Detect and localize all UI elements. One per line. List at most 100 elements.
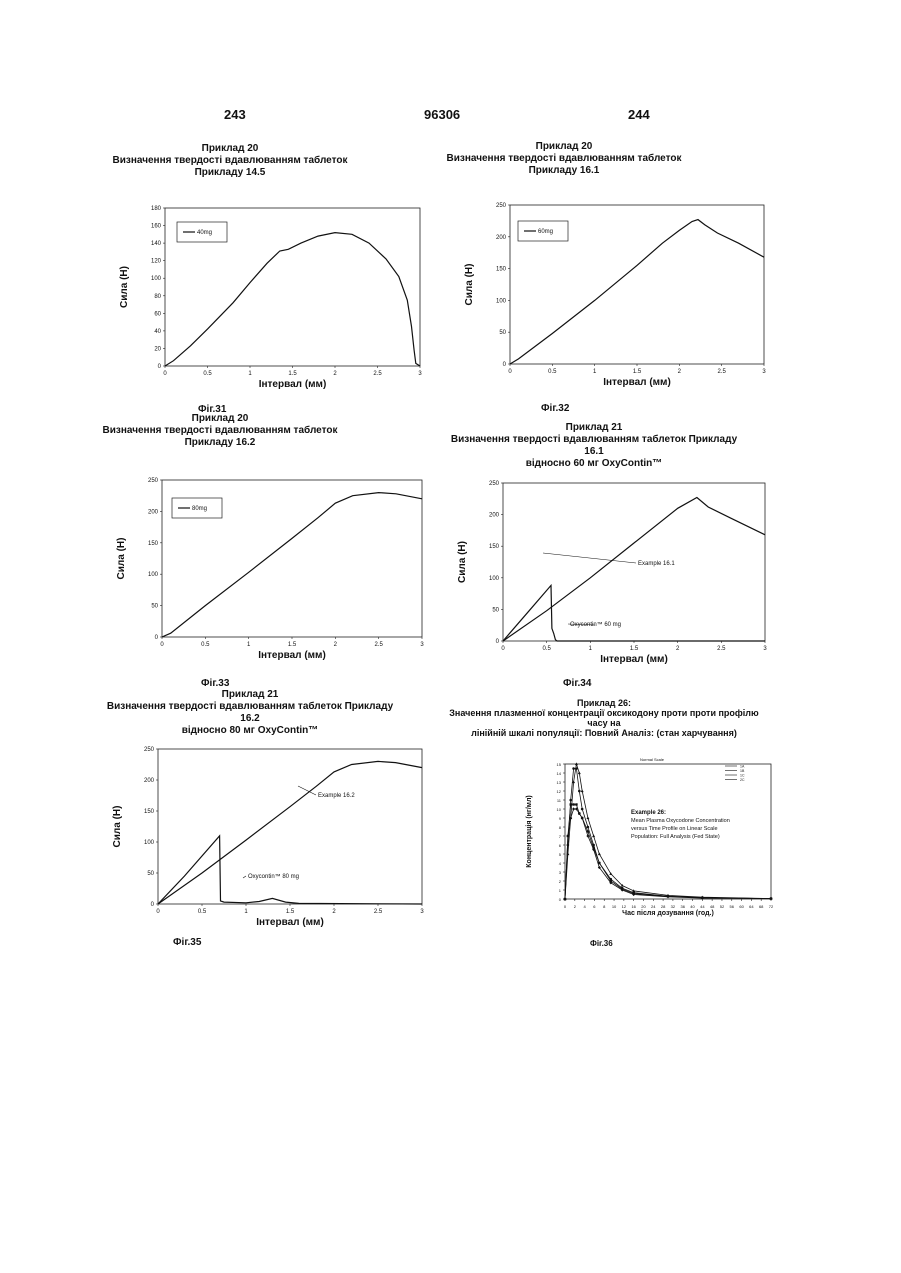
x-tick-label: 0 (501, 646, 505, 652)
y-tick-label: 250 (144, 747, 155, 753)
y-tick-label: 100 (151, 276, 162, 282)
y-tick-label: 0 (559, 897, 562, 902)
y-tick-label: 150 (489, 544, 500, 550)
y-tick-label: 13 (557, 780, 562, 785)
annotation-text: versus Time Profile on Linear Scale (631, 826, 718, 832)
y-tick-label: 20 (154, 346, 161, 352)
x-tick-label: 1 (247, 642, 251, 648)
x-tick-label: 2.5 (374, 642, 383, 648)
x-tick-label: 1 (593, 369, 597, 375)
data-point (581, 808, 584, 811)
y-tick-label: 150 (144, 809, 155, 815)
y-tick-label: 3 (559, 870, 562, 875)
chart-fig32: 00.511.522.53050100150200250Інтервал (мм… (455, 198, 775, 398)
y-tick-label: 1 (559, 888, 562, 893)
x-tick-label: 4 (584, 904, 587, 909)
right-page-number: 244 (628, 107, 650, 122)
y-axis-label: Сила (Н) (116, 538, 127, 580)
x-tick-label: 2.5 (717, 369, 726, 375)
x-tick-label: 3 (762, 369, 766, 375)
fig35-label: Фіг.35 (173, 937, 201, 948)
series-line-1 (165, 233, 420, 366)
y-tick-label: 60 (154, 311, 161, 317)
x-tick-label: 2 (333, 371, 337, 377)
data-point (586, 816, 589, 819)
plot-frame (503, 483, 765, 641)
x-tick-label: 1 (248, 371, 252, 377)
y-axis-label: Сила (Н) (464, 264, 475, 306)
y-tick-label: 50 (499, 330, 506, 336)
x-axis-label: Інтервал (мм) (600, 654, 668, 665)
x-tick-label: 20 (641, 904, 646, 909)
y-tick-label: 5 (559, 852, 562, 857)
y-tick-label: 160 (151, 224, 162, 230)
y-tick-label: 2 (559, 879, 562, 884)
x-tick-label: 8 (603, 904, 606, 909)
x-tick-label: 3 (763, 646, 767, 652)
data-point (592, 834, 595, 837)
annotation-text: Mean Plasma Oxycodone Concentration (631, 818, 730, 824)
x-axis-label: Час після дозування (год.) (622, 909, 714, 917)
x-tick-label: 2 (332, 909, 336, 915)
x-tick-label: 1.5 (288, 371, 297, 377)
y-tick-label: 7 (559, 834, 562, 839)
y-tick-label: 120 (151, 259, 162, 265)
x-tick-label: 2 (678, 369, 682, 375)
fig32-label: Фіг.32 (541, 403, 569, 414)
annotation-label: Oxycontin™ 80 mg (248, 873, 299, 880)
y-tick-label: 14 (557, 771, 562, 776)
x-tick-label: 1.5 (288, 642, 297, 648)
y-tick-label: 100 (489, 576, 500, 582)
y-axis-label: Сила (Н) (457, 541, 468, 583)
fig34-title: Приклад 21Визначення твердості вдавлюван… (444, 422, 744, 470)
x-tick-label: 2.5 (717, 646, 726, 652)
x-tick-label: 0 (564, 904, 567, 909)
x-tick-label: 1.5 (630, 646, 639, 652)
y-axis-label: Сила (Н) (119, 266, 130, 308)
y-tick-label: 140 (151, 241, 162, 247)
x-tick-label: 44 (700, 904, 705, 909)
y-tick-label: 200 (148, 509, 159, 515)
y-tick-label: 150 (148, 541, 159, 547)
fig35-title: Приклад 21Визначення твердості вдавлюван… (100, 689, 400, 737)
y-tick-label: 0 (151, 902, 155, 908)
y-tick-label: 12 (557, 789, 562, 794)
x-tick-label: 1 (244, 909, 248, 915)
data-point (578, 771, 581, 774)
chart-small-title: Normal Scale (640, 757, 665, 762)
data-point (572, 767, 575, 770)
y-tick-label: 200 (144, 778, 155, 784)
y-tick-label: 50 (147, 871, 154, 877)
y-axis-label: Концентрація (нг/мл) (525, 795, 533, 867)
y-tick-label: 180 (151, 206, 162, 212)
chart-fig33: 00.511.522.53050100150200250Інтервал (мм… (110, 472, 430, 672)
fig33-label: Фіг.33 (201, 678, 229, 689)
series-line-1 (503, 498, 765, 642)
y-axis-label: Сила (Н) (112, 806, 123, 848)
x-tick-label: 48 (710, 904, 715, 909)
x-tick-label: 36 (680, 904, 685, 909)
y-tick-label: 100 (496, 298, 507, 304)
x-tick-label: 0 (508, 369, 512, 375)
y-tick-label: 50 (151, 604, 158, 610)
left-page-number: 243 (224, 107, 246, 122)
y-tick-label: 200 (489, 513, 500, 519)
fig32-title: Приклад 20Визначення твердості вдавлюван… (444, 141, 684, 177)
x-tick-label: 0.5 (198, 909, 207, 915)
annotation-text: Population: Full Analysis (Fed State) (631, 834, 720, 840)
fig31-title: Приклад 20Визначення твердості вдавлюван… (110, 143, 350, 179)
x-tick-label: 24 (651, 904, 656, 909)
fig31-label: Фіг.31 (198, 404, 226, 415)
y-tick-label: 100 (144, 840, 155, 846)
y-tick-label: 10 (557, 807, 562, 812)
y-tick-label: 0 (155, 635, 159, 641)
x-tick-label: 1.5 (286, 909, 295, 915)
y-tick-label: 150 (496, 267, 507, 273)
x-tick-label: 3 (420, 642, 424, 648)
annotation-label: Example 16.2 (318, 793, 355, 799)
annotation-text: Example 26: (631, 810, 666, 816)
x-tick-label: 2.5 (374, 909, 383, 915)
y-tick-label: 4 (559, 861, 562, 866)
x-tick-label: 1.5 (633, 369, 642, 375)
annotation-leader (543, 553, 636, 563)
